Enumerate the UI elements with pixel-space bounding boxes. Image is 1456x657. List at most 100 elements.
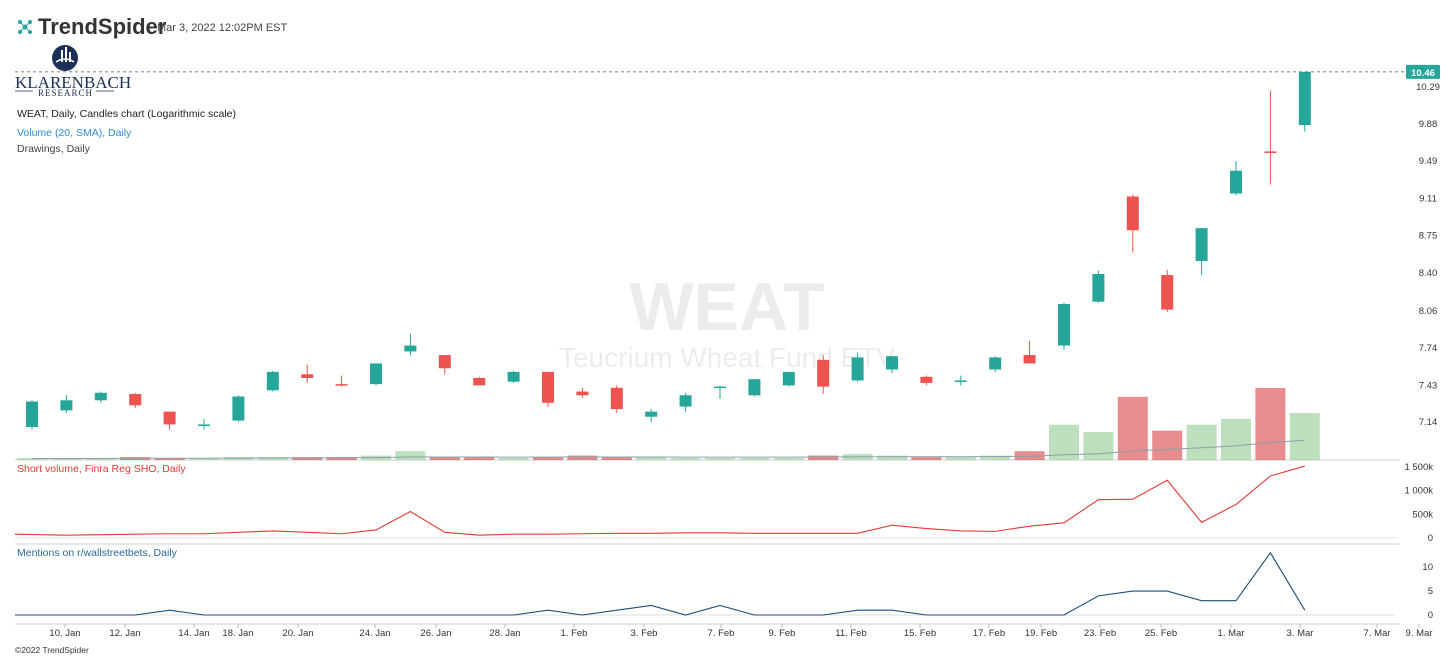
candle — [886, 356, 898, 374]
candle — [438, 355, 451, 375]
last-price-tag — [1406, 64, 1440, 79]
candle-body — [989, 357, 1002, 370]
short-volume-pane[interactable]: Short volume, Finra Reg SHO, Daily — [17, 463, 186, 475]
volume-bar — [911, 457, 942, 460]
candle-body — [542, 371, 554, 403]
candle — [266, 370, 279, 392]
candle — [817, 355, 830, 395]
candle — [645, 409, 658, 422]
x-tick-label: 1. Feb — [561, 628, 588, 639]
price-legend[interactable]: WEAT, Daily, Candles chart (Logarithmic … — [17, 108, 236, 120]
volume-bar — [739, 458, 770, 460]
short-tick-label: 1 500k — [1404, 462, 1433, 473]
candle-body — [163, 411, 176, 425]
candle-body — [851, 357, 864, 381]
price-tick-label: 9.88 — [1419, 119, 1438, 130]
candle-body — [1092, 273, 1105, 302]
volume-sma-line — [32, 439, 1305, 460]
x-tick-label: 18. Jan — [222, 628, 253, 639]
volume-bar — [670, 458, 701, 460]
x-tick-label: 19. Feb — [1025, 628, 1057, 639]
x-tick-label: 9. Mar — [1406, 628, 1433, 639]
candle-body — [301, 374, 314, 378]
x-tick-label: 1. Mar — [1218, 628, 1245, 639]
volume-bar — [1221, 418, 1251, 460]
candle-body — [645, 411, 658, 417]
price-tick-label: 8.75 — [1419, 230, 1438, 241]
candle — [542, 371, 554, 407]
candle-body — [232, 396, 245, 421]
candle — [1126, 194, 1139, 253]
volume-bar — [326, 457, 357, 460]
candle-body — [1058, 303, 1070, 346]
candle-body — [920, 376, 933, 383]
chart-timestamp: Mar 3, 2022 12:02PM EST — [157, 22, 288, 34]
mentions-legend[interactable]: Mentions on r/wallstreetbets, Daily — [17, 547, 178, 559]
x-tick-label: 11. Feb — [835, 628, 867, 639]
volume-legend[interactable]: Volume (20, SMA), Daily — [17, 127, 132, 139]
x-axis: 10. Jan 12. Jan 14. Jan 18. Jan 20. Jan 24. J… — [49, 624, 1432, 639]
candle-body — [782, 371, 795, 386]
candle-body — [1161, 275, 1174, 310]
volume-bar — [1117, 396, 1148, 460]
mentions-pane[interactable]: Mentions on r/wallstreetbets, Daily — [17, 547, 178, 559]
candle — [1161, 269, 1174, 312]
candle — [163, 411, 176, 430]
candle-body — [438, 355, 451, 369]
candle — [989, 356, 1002, 372]
candle-body — [266, 371, 279, 391]
x-tick-label: 25. Feb — [1145, 628, 1177, 639]
candle-body — [714, 386, 726, 389]
drawings-legend[interactable]: Drawings, Daily — [17, 143, 91, 155]
candle-body — [679, 395, 692, 407]
mentions-tick-label: 5 — [1428, 586, 1433, 597]
last-price-label: 10.46 — [1411, 68, 1435, 79]
candle — [232, 395, 245, 422]
short-tick-label: 1 000k — [1404, 486, 1433, 497]
mentions-line — [15, 551, 1306, 616]
volume-bar — [1255, 388, 1286, 460]
price-tick-label: 9.11 — [1419, 194, 1437, 205]
candle — [335, 375, 348, 387]
volume-bar — [154, 458, 185, 460]
volume-bar — [292, 457, 323, 460]
x-tick-label: 7. Feb — [708, 628, 735, 639]
x-tick-label: 24. Jan — [359, 628, 390, 639]
volume-bar — [464, 457, 495, 460]
x-tick-label: 3. Feb — [631, 628, 658, 639]
mentions-tick-label: 10 — [1422, 562, 1433, 573]
price-tick-label: 7.74 — [1419, 343, 1438, 354]
volume-bar — [877, 455, 907, 460]
x-tick-label: 3. Mar — [1287, 628, 1314, 639]
candle-body — [954, 380, 967, 382]
candle-body — [1264, 151, 1277, 153]
x-tick-label: 10. Jan — [49, 628, 80, 639]
volume-bar — [1083, 432, 1114, 460]
volume-bar — [808, 455, 839, 460]
candle — [920, 375, 933, 386]
candle-body — [26, 401, 38, 427]
x-tick-label: 28. Jan — [489, 628, 520, 639]
x-tick-label: 20. Jan — [282, 628, 313, 639]
candle — [404, 333, 417, 356]
candle — [1264, 90, 1277, 185]
candle — [370, 363, 382, 386]
candle-body — [1126, 196, 1139, 231]
copyright-footer: ©2022 TrendSpider — [15, 645, 89, 655]
candle — [679, 392, 692, 412]
mentions-tick-label: 0 — [1428, 610, 1433, 621]
x-tick-label: 15. Feb — [904, 628, 936, 639]
x-tick-label: 7. Mar — [1364, 628, 1391, 639]
short-volume-legend[interactable]: Short volume, Finra Reg SHO, Daily — [17, 463, 186, 475]
volume-bar — [1289, 412, 1320, 460]
price-tick-label: 8.40 — [1419, 268, 1438, 279]
candle — [1092, 270, 1105, 303]
x-tick-label: 12. Jan — [109, 628, 140, 639]
y-axes: 10.46 10.29 9.88 9.49 9.11 8.75 8.40 8.06 7.74 7.… — [1404, 64, 1440, 621]
volume-bar — [980, 455, 1011, 460]
candle-body — [1298, 71, 1311, 126]
logo-title: KLARENBACH — [15, 73, 131, 92]
candle — [473, 376, 486, 386]
candle — [714, 385, 726, 400]
